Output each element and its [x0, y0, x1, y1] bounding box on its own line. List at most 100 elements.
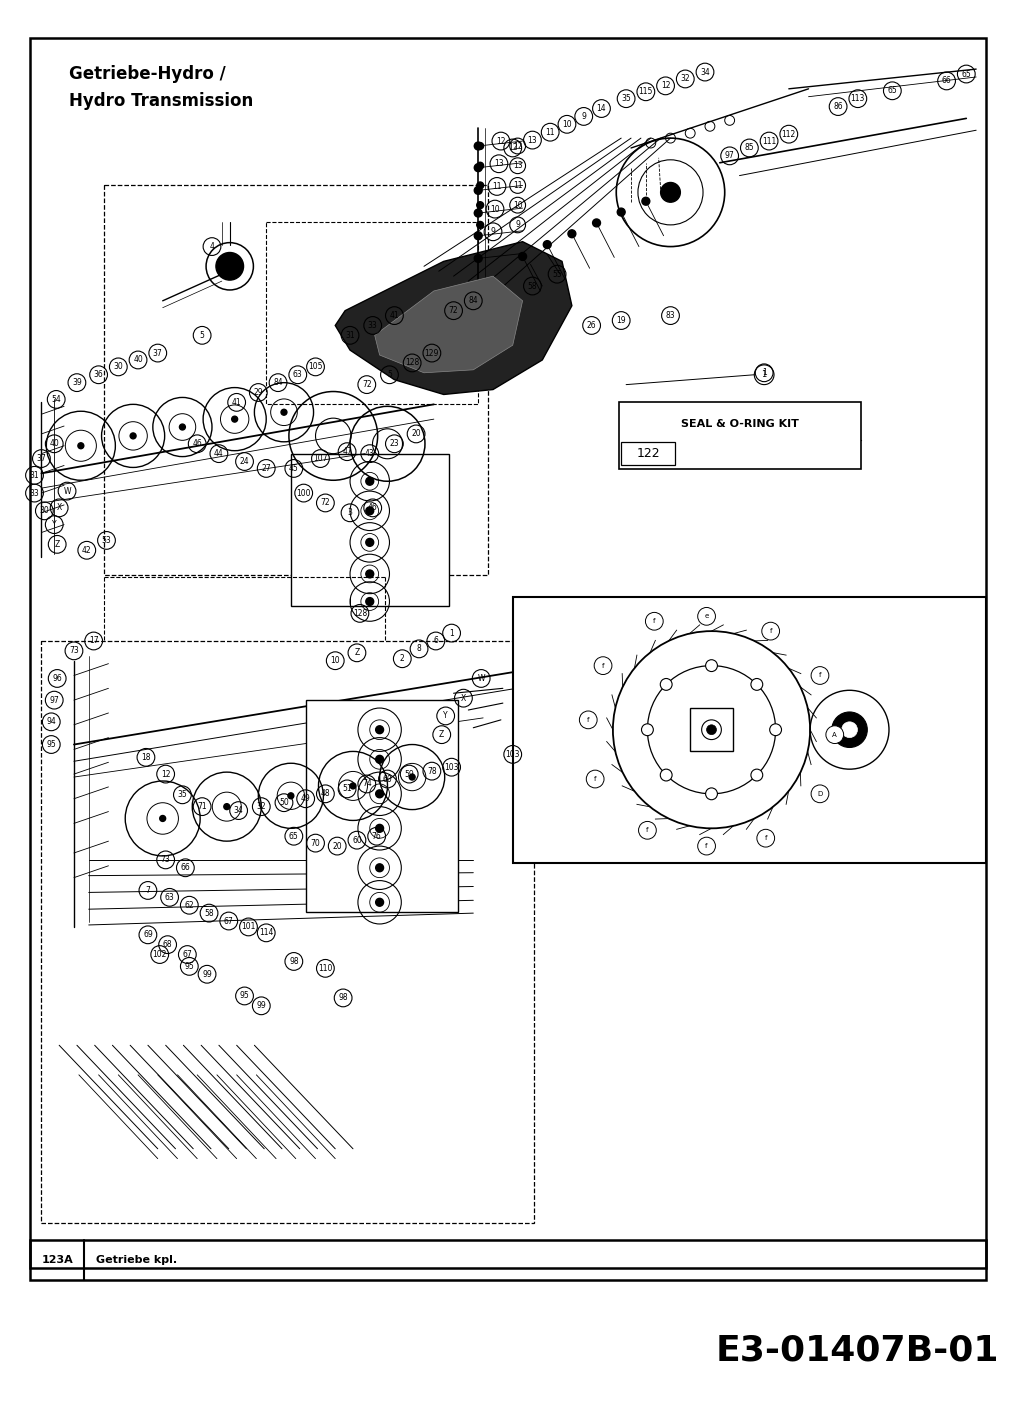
Text: 58: 58	[527, 281, 538, 290]
Circle shape	[376, 726, 384, 733]
Text: 9: 9	[581, 112, 586, 121]
Text: 7: 7	[146, 885, 151, 895]
Text: f: f	[646, 827, 649, 833]
Text: 58: 58	[204, 908, 214, 918]
Circle shape	[365, 507, 374, 514]
Bar	[619, 402, 861, 469]
Text: 71: 71	[197, 801, 207, 811]
Text: 14: 14	[596, 104, 606, 114]
Text: 112: 112	[781, 129, 796, 139]
Text: 113: 113	[850, 94, 865, 104]
Text: 46: 46	[367, 503, 378, 513]
Text: D: D	[817, 791, 823, 797]
Text: 6: 6	[433, 637, 439, 645]
Circle shape	[773, 728, 778, 732]
Text: 9: 9	[490, 227, 495, 236]
Text: 48: 48	[321, 789, 330, 799]
Circle shape	[762, 622, 779, 639]
Circle shape	[475, 163, 482, 172]
Text: 10: 10	[330, 657, 341, 665]
Text: 122: 122	[637, 448, 660, 460]
Text: 34: 34	[233, 806, 244, 816]
Circle shape	[477, 162, 484, 169]
Text: 99: 99	[256, 1002, 266, 1010]
Circle shape	[365, 539, 374, 546]
Text: 84: 84	[469, 297, 478, 306]
Text: 103: 103	[506, 750, 520, 759]
Text: Getriebe kpl.: Getriebe kpl.	[96, 1255, 176, 1265]
Circle shape	[842, 722, 858, 737]
Text: A: A	[833, 732, 837, 737]
Text: 32: 32	[680, 74, 690, 84]
Circle shape	[811, 666, 829, 685]
Text: 65: 65	[962, 70, 971, 78]
Text: 3: 3	[348, 509, 353, 517]
Circle shape	[664, 682, 669, 686]
Text: 36: 36	[94, 371, 103, 379]
Circle shape	[365, 570, 374, 578]
Text: 128: 128	[353, 608, 367, 618]
Bar	[266, 222, 478, 405]
Text: 4: 4	[209, 242, 215, 252]
Text: 29: 29	[254, 388, 263, 396]
Circle shape	[350, 783, 356, 789]
Text: 1: 1	[762, 368, 767, 378]
Text: 35: 35	[621, 94, 631, 104]
Text: f: f	[593, 776, 596, 782]
Text: 111: 111	[762, 136, 776, 145]
Text: 31: 31	[346, 331, 355, 340]
Text: 39: 39	[72, 378, 82, 387]
Text: 63: 63	[293, 371, 302, 379]
Circle shape	[288, 793, 294, 799]
Text: 41: 41	[232, 398, 241, 406]
Text: Y: Y	[52, 520, 57, 529]
Circle shape	[477, 202, 484, 209]
Text: 84: 84	[273, 378, 283, 387]
Text: 59: 59	[405, 770, 414, 779]
Circle shape	[519, 253, 526, 260]
Text: 72: 72	[449, 306, 458, 315]
Circle shape	[660, 678, 672, 691]
Text: 37: 37	[153, 348, 163, 358]
Text: 23: 23	[390, 439, 399, 448]
Circle shape	[475, 186, 482, 195]
Text: Y: Y	[444, 712, 448, 720]
Text: 65: 65	[289, 831, 298, 841]
Text: f: f	[705, 843, 708, 850]
Circle shape	[365, 477, 374, 485]
Text: 49: 49	[300, 794, 311, 803]
Text: 94: 94	[46, 718, 56, 726]
Text: f: f	[818, 672, 821, 678]
Text: 97: 97	[50, 696, 59, 705]
Text: 30: 30	[39, 506, 50, 516]
Text: 31: 31	[30, 470, 39, 480]
Text: 54: 54	[52, 395, 61, 404]
Bar	[305, 701, 458, 912]
Bar	[30, 37, 986, 1268]
Text: 46: 46	[192, 439, 202, 448]
Polygon shape	[335, 242, 572, 395]
Circle shape	[594, 657, 612, 675]
Text: 101: 101	[241, 922, 256, 931]
Text: f: f	[653, 618, 655, 624]
Text: 11: 11	[546, 128, 555, 136]
Text: 35: 35	[178, 790, 187, 799]
Circle shape	[281, 409, 287, 415]
Text: 66: 66	[181, 864, 190, 872]
Text: 27: 27	[261, 463, 271, 473]
Text: 32: 32	[257, 801, 266, 811]
Text: 5: 5	[387, 371, 392, 379]
Text: W: W	[63, 486, 71, 496]
Text: 34: 34	[700, 68, 710, 77]
Text: Z: Z	[439, 730, 445, 739]
Circle shape	[756, 830, 775, 847]
Circle shape	[77, 443, 84, 449]
Text: Getriebe-Hydro /: Getriebe-Hydro /	[69, 65, 226, 82]
Circle shape	[826, 726, 843, 743]
Text: 12: 12	[161, 770, 170, 779]
Text: 20: 20	[332, 841, 342, 851]
Text: 45: 45	[289, 463, 298, 473]
Circle shape	[543, 240, 551, 249]
Text: f: f	[602, 662, 605, 669]
Text: 68: 68	[163, 941, 172, 949]
